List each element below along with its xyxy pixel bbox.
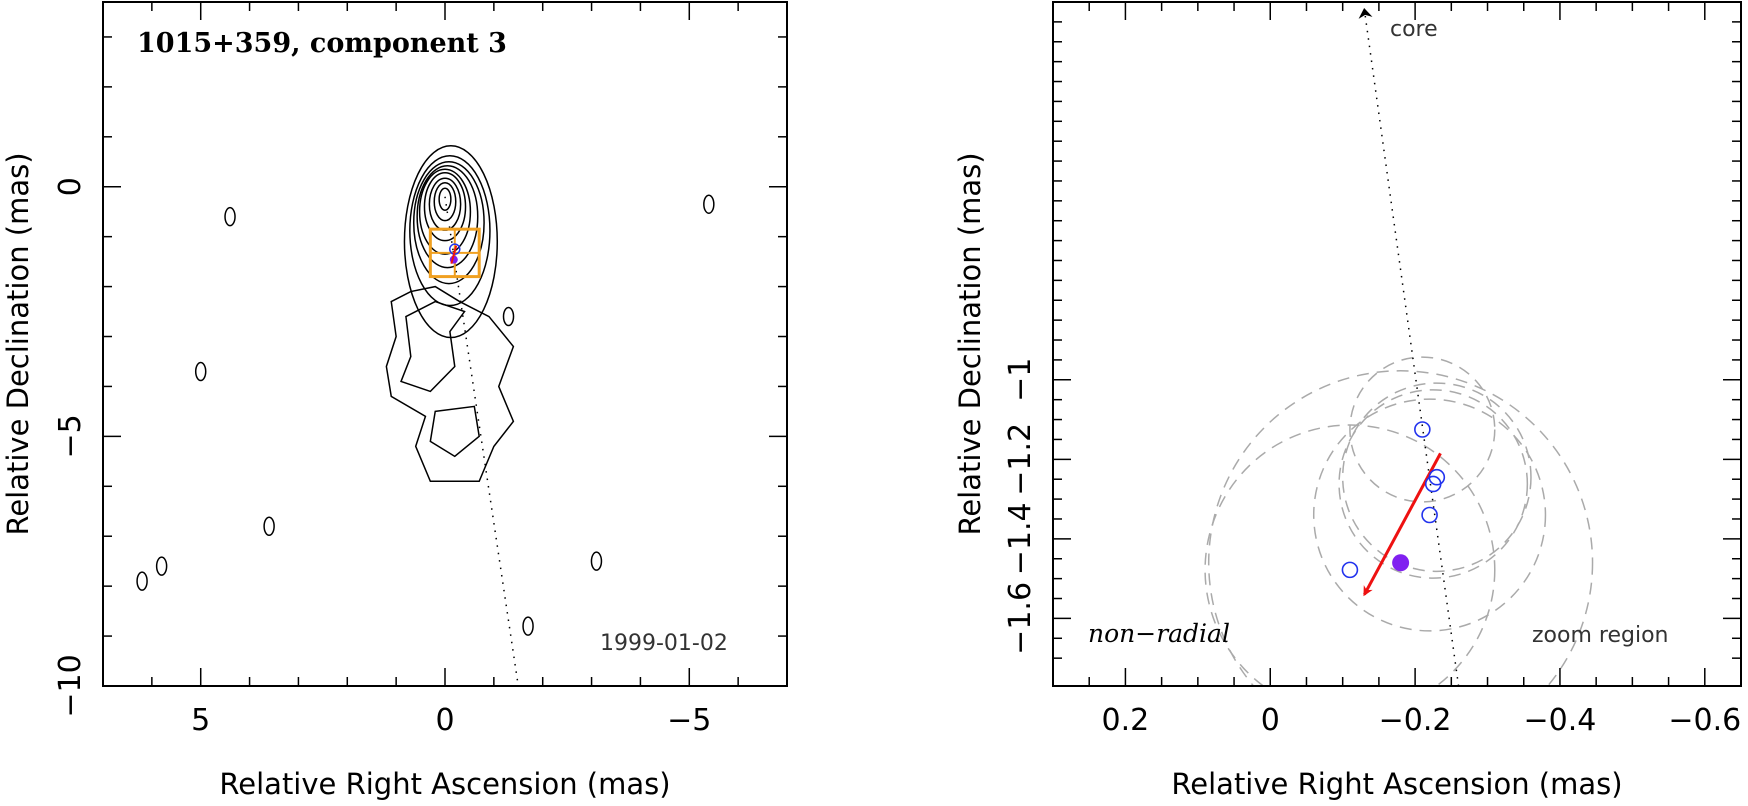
velocity-arrow-small (450, 245, 458, 264)
source-title: 1015+359, component 3 (137, 28, 507, 59)
jet-direction-line (444, 196, 520, 687)
error-circle (1312, 398, 1547, 632)
velocity-arrow (1363, 452, 1442, 597)
contour-level (433, 181, 457, 222)
contour-level (409, 155, 491, 307)
component-position (1424, 475, 1442, 493)
left-axis-ticks: 5 0 −5 0 −5 −10 (53, 2, 787, 738)
noise-contour (263, 516, 275, 536)
contour-jet-outer (385, 285, 515, 483)
contour-level (418, 168, 472, 255)
x-tick-label: −0.6 (1668, 703, 1741, 738)
y-tick-label: 0 (53, 177, 88, 196)
contour-jet-inner (400, 300, 466, 393)
contour-level (416, 165, 479, 269)
error-circle (1204, 424, 1496, 685)
contour-level (423, 172, 467, 242)
right-y-axis-title: Relative Declination (mas) (953, 152, 987, 535)
noise-contour (590, 551, 603, 571)
core-label: core (1390, 17, 1438, 42)
x-tick-label: 0 (435, 703, 454, 738)
noise-contour (194, 361, 207, 382)
right-axis-ticks: 0.2 0 −0.2 −0.4 −0.6 −1 −1.2 −1.4 −1.6 (1003, 2, 1741, 738)
left-plot-frame (102, 1, 788, 687)
y-tick-label: −10 (53, 654, 88, 717)
x-tick-label: 5 (191, 703, 210, 738)
left-y-axis-title: Relative Declination (mas) (1, 152, 35, 535)
noise-contour (502, 306, 515, 327)
y-tick-label: −1 (1003, 358, 1038, 402)
left-x-axis-title: Relative Right Ascension (mas) (219, 767, 670, 801)
contour-jet-knot (429, 405, 481, 458)
component-position (1421, 506, 1438, 524)
component-position (1341, 561, 1359, 579)
error-circle (1349, 356, 1496, 503)
noise-contour (136, 571, 148, 591)
right-x-axis-title: Relative Right Ascension (mas) (1171, 767, 1622, 801)
core-direction-line (1358, 7, 1460, 685)
x-tick-label: −5 (667, 703, 711, 738)
y-tick-label: −1.2 (1003, 423, 1038, 496)
noise-contour (703, 194, 715, 214)
y-tick-label: −1.6 (1003, 582, 1038, 655)
noise-contour (522, 616, 534, 636)
component-position (1414, 421, 1431, 438)
zoom-panel: 0.2 0 −0.2 −0.4 −0.6 −1 −1.2 −1.4 −1.6 core non−… (953, 1, 1742, 801)
non-radial-label: non−radial (1088, 619, 1230, 648)
zoom-region-label: zoom region (1532, 623, 1668, 648)
left-marks (428, 196, 520, 687)
y-tick-label: −1.4 (1003, 502, 1038, 575)
contour-lines (136, 145, 715, 636)
error-circle (1208, 370, 1594, 685)
noise-contour (155, 556, 168, 576)
x-tick-label: −0.2 (1379, 703, 1452, 738)
mean-position (1392, 554, 1410, 572)
contour-level (438, 187, 452, 211)
right-plot-frame (1052, 1, 1742, 687)
contour-map-panel: 5 0 −5 0 −5 −10 1015+359, component 3 1999-01… (1, 1, 788, 801)
noise-contour (224, 206, 236, 227)
error-circle (1338, 389, 1529, 579)
y-tick-label: −5 (53, 414, 88, 458)
contour-level (412, 161, 485, 285)
error-circle (1341, 382, 1532, 573)
x-tick-label: 0 (1261, 703, 1280, 738)
epoch-label: 1999-01-02 (600, 631, 728, 656)
x-tick-label: −0.4 (1524, 703, 1597, 738)
right-marks (1204, 7, 1594, 685)
x-tick-label: 0.2 (1102, 703, 1150, 738)
